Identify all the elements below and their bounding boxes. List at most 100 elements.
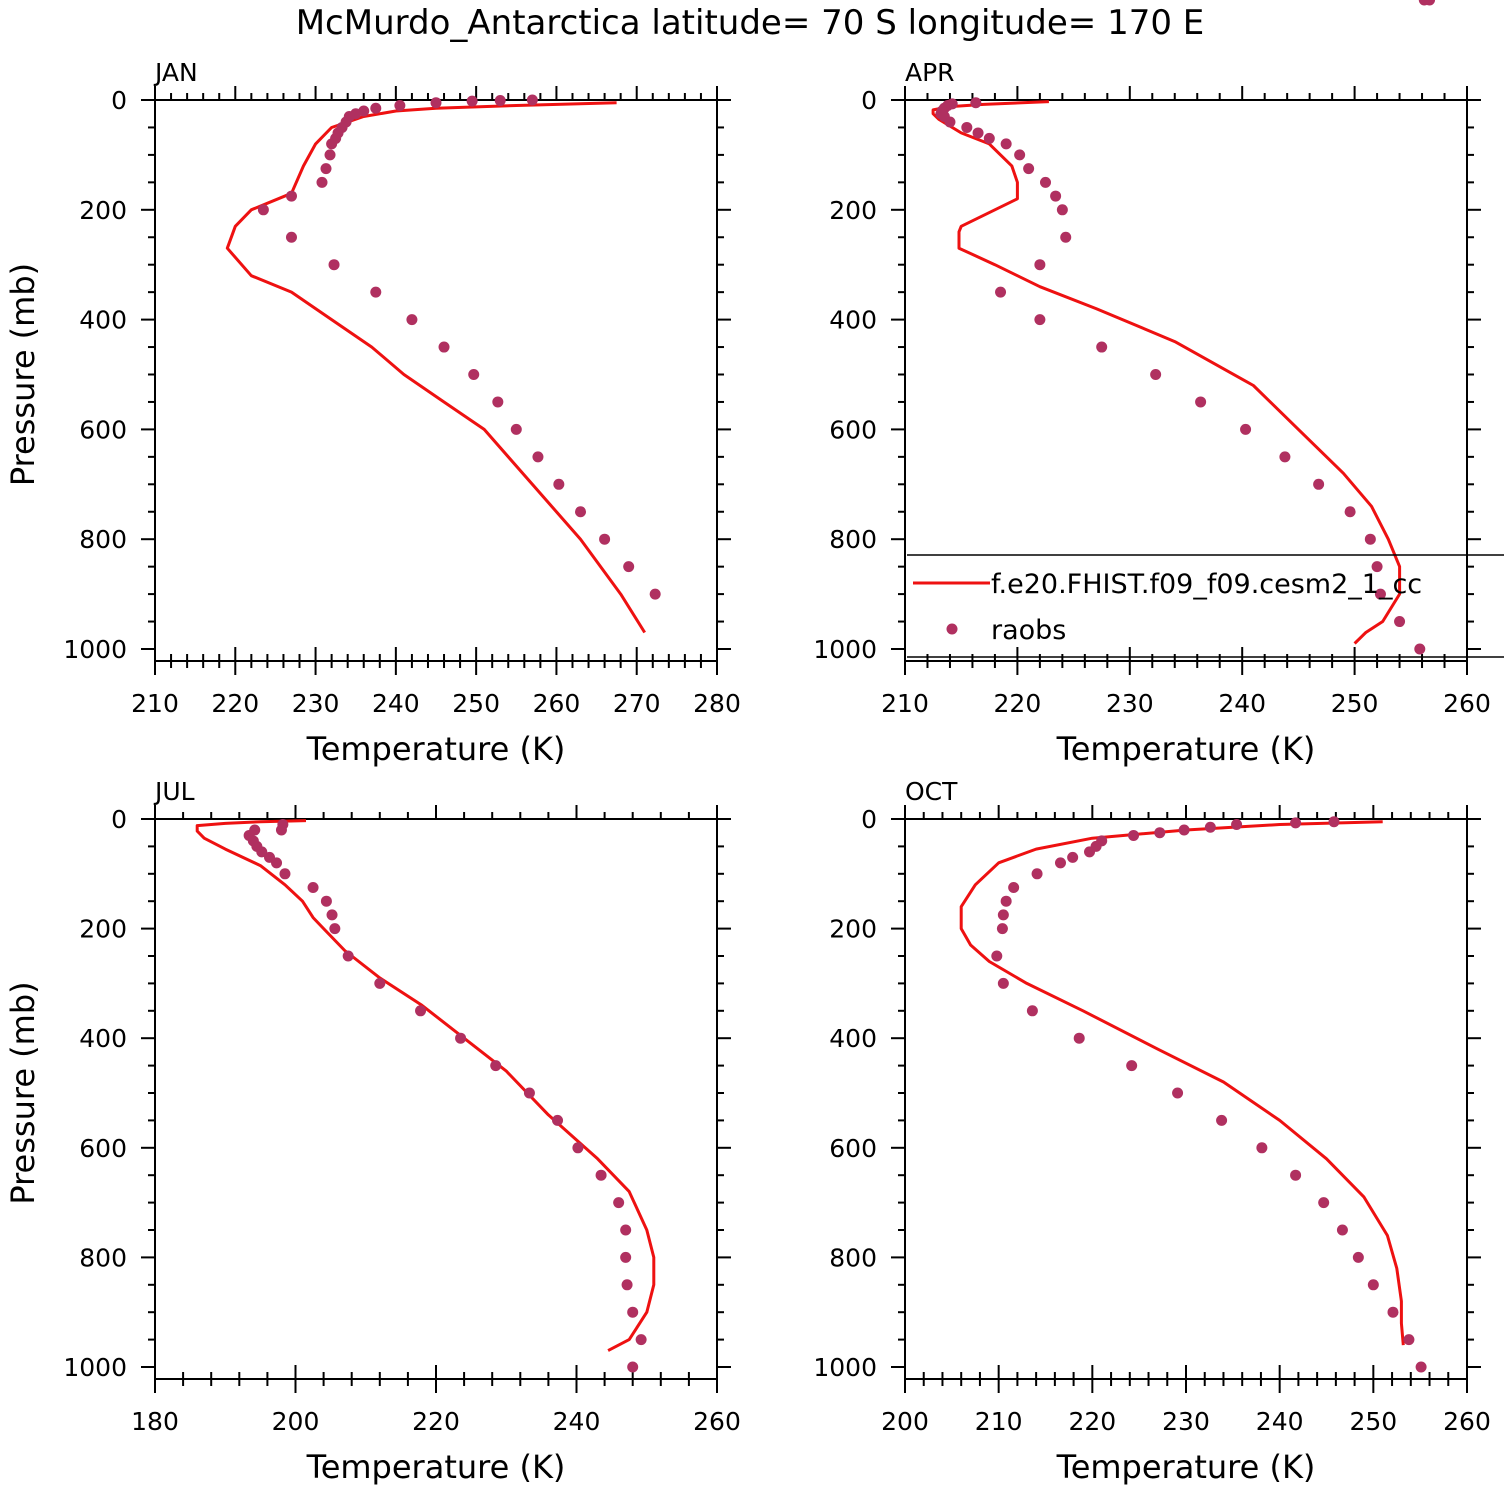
obs-point: [1364, 533, 1376, 545]
x-axis-label: Temperature (K): [306, 730, 566, 768]
y-tick-label: 200: [829, 196, 877, 225]
obs-point: [324, 149, 336, 161]
y-tick-label: 400: [829, 1024, 877, 1053]
obs-point: [1204, 821, 1216, 833]
obs-point: [1374, 588, 1386, 600]
y-tick-label: 200: [79, 915, 127, 944]
x-tick-label: 210: [975, 1407, 1023, 1436]
obs-point: [326, 909, 338, 921]
y-tick-label: 0: [111, 805, 127, 834]
x-tick-label: 210: [131, 689, 179, 718]
obs-point: [1008, 882, 1020, 893]
obs-point: [468, 369, 480, 380]
obs-point: [1014, 149, 1026, 161]
obs-point: [257, 204, 269, 216]
y-tick-label: 600: [79, 1134, 127, 1163]
obs-point: [1318, 1197, 1330, 1209]
x-tick-label: 210: [881, 689, 929, 718]
y-tick-label: 600: [79, 415, 127, 444]
x-tick-label: 240: [553, 1407, 601, 1436]
obs-point: [1096, 341, 1108, 353]
obs-point: [1424, 0, 1436, 6]
y-tick-label: 800: [79, 1243, 127, 1272]
obs-point: [575, 506, 587, 518]
obs-point: [285, 190, 297, 202]
obs-point: [620, 1224, 632, 1236]
obs-point: [1178, 824, 1190, 836]
y-tick-label: 0: [111, 86, 127, 115]
obs-point: [1290, 1169, 1302, 1181]
y-tick-label: 200: [79, 196, 127, 225]
obs-point: [1000, 895, 1012, 907]
obs-point: [595, 1169, 607, 1181]
obs-point: [1415, 1361, 1427, 1373]
x-tick-label: 260: [1443, 1407, 1491, 1436]
y-tick-label: 800: [79, 525, 127, 554]
x-tick-label: 270: [613, 689, 661, 718]
obs-point: [961, 121, 973, 133]
obs-point: [1394, 616, 1406, 628]
y-tick-label: 200: [829, 915, 877, 944]
obs-point: [1290, 817, 1302, 829]
y-tick-label: 0: [861, 805, 877, 834]
obs-point: [1150, 369, 1162, 380]
x-tick-label: 230: [1106, 689, 1154, 718]
obs-point: [635, 1334, 647, 1346]
obs-point: [1231, 818, 1243, 830]
panel-title-jul: JUL: [153, 777, 195, 806]
y-tick-label: 400: [79, 1024, 127, 1053]
x-tick-label: 220: [994, 689, 1042, 718]
obs-point: [997, 909, 1009, 921]
obs-point: [1414, 643, 1426, 655]
obs-point: [466, 95, 478, 107]
obs-point: [320, 895, 332, 907]
obs-point: [1367, 1279, 1379, 1291]
x-axis-label: Temperature (K): [1056, 730, 1316, 768]
obs-point: [279, 868, 291, 880]
x-tick-label: 260: [533, 689, 581, 718]
obs-point: [415, 1005, 427, 1017]
x-tick-label: 260: [1443, 689, 1491, 718]
obs-point: [342, 950, 354, 962]
y-tick-label: 1000: [813, 1353, 877, 1382]
obs-point: [996, 923, 1008, 935]
obs-point: [1352, 1251, 1364, 1263]
obs-point: [944, 116, 956, 128]
x-tick-label: 240: [1218, 689, 1266, 718]
obs-point: [1000, 138, 1012, 150]
model-line-jul: [195, 819, 656, 1352]
obs-point: [1387, 1306, 1399, 1318]
obs-point: [492, 396, 504, 408]
x-tick-label: 200: [881, 1407, 929, 1436]
obs-point: [256, 846, 268, 858]
obs-point: [572, 1142, 584, 1154]
y-tick-label: 400: [79, 306, 127, 335]
obs-point: [1336, 1224, 1348, 1236]
obs-point: [370, 102, 382, 114]
obs-point: [1034, 259, 1046, 271]
obs-point: [1403, 1334, 1415, 1346]
obs-point: [649, 588, 661, 600]
y-tick-label: 800: [829, 1243, 877, 1272]
obs-point: [316, 176, 328, 188]
x-tick-label: 240: [372, 689, 420, 718]
obs-point: [1240, 423, 1252, 435]
panel-title-oct: OCT: [905, 777, 958, 806]
x-tick-label: 250: [1331, 689, 1379, 718]
obs-point: [1034, 314, 1046, 326]
y-tick-label: 1000: [63, 1353, 127, 1382]
panel-title-jan: JAN: [153, 58, 198, 87]
obs-point: [370, 286, 382, 298]
panel-title-apr: APR: [905, 58, 955, 87]
model-line-jan: [225, 101, 646, 634]
obs-point: [430, 97, 442, 109]
legend-model-label: f.e20.FHIST.f09_f09.cesm2_1_cc: [991, 569, 1422, 600]
x-tick-label: 240: [1256, 1407, 1304, 1436]
obs-point: [613, 1197, 625, 1209]
obs-point: [1026, 1005, 1038, 1017]
obs-point: [275, 824, 287, 836]
